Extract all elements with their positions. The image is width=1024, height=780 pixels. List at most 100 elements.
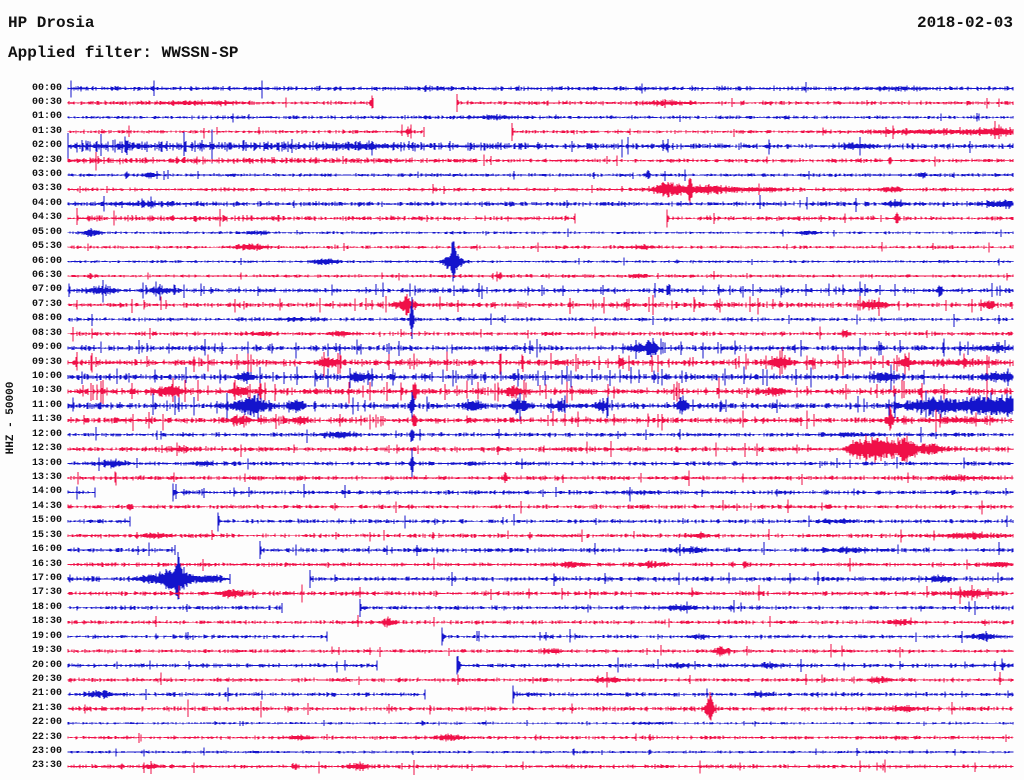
time-label: 12:30 [31,443,62,454]
trace-row-1130 [67,406,1014,434]
trace-row-1730 [67,584,1014,605]
trace-row-2300 [67,747,1014,757]
trace-row-0330 [67,177,1014,206]
time-label: 21:30 [31,703,62,714]
trace-row-0530 [67,241,1014,253]
trace-row-0830 [67,326,1014,342]
time-label: 14:30 [31,501,62,512]
time-label: 13:30 [31,472,62,483]
time-label: 10:30 [31,385,62,396]
trace-row-0100 [67,112,1014,123]
trace-row-0500 [67,227,1014,238]
trace-row-0300 [67,169,1014,182]
time-label: 04:30 [31,212,62,223]
trace-row-0800 [67,296,1014,339]
time-label: 23:00 [31,746,62,757]
time-label: 19:30 [31,645,62,656]
trace-row-1800 [67,598,1014,617]
time-label: 02:00 [31,140,62,151]
trace-row-1000 [67,364,1014,391]
trace-row-1100 [67,391,1014,422]
time-label: 22:00 [31,717,62,728]
time-label: 01:00 [31,111,62,122]
time-label: 05:30 [31,241,62,252]
time-label: 17:30 [31,587,62,598]
time-label: 06:00 [31,256,62,267]
trace-row-1030 [67,377,1014,404]
trace-row-1530 [67,529,1014,543]
trace-row-0900 [67,338,1014,359]
trace-row-2000 [67,656,1014,675]
time-label: 06:30 [31,270,62,281]
trace-row-1230 [67,435,1014,464]
trace-row-2330 [67,759,1014,776]
trace-row-2200 [67,720,1014,727]
trace-row-0200 [67,129,1014,164]
trace-row-1300 [67,448,1014,477]
trace-row-0600 [67,241,1014,282]
trace-row-2230 [67,733,1014,743]
time-label: 16:00 [31,544,62,555]
trace-row-1700 [67,551,1014,600]
time-label: 12:00 [31,429,62,440]
time-label: 19:00 [31,631,62,642]
trace-row-1600 [67,541,1014,560]
time-label: 15:30 [31,530,62,541]
trace-row-0230 [67,152,1014,171]
trace-row-1430 [67,499,1014,515]
time-label: 03:30 [31,183,62,194]
time-label: 18:00 [31,602,62,613]
trace-row-1200 [67,426,1014,443]
trace-row-1900 [67,627,1014,646]
trace-row-1400 [67,483,1014,502]
time-label: 14:00 [31,486,62,497]
time-label: 00:00 [31,83,62,94]
time-label: 05:00 [31,227,62,238]
time-label: 01:30 [31,126,62,137]
time-label: 09:00 [31,342,62,353]
trace-row-0630 [67,270,1014,282]
station-name: HP Drosia [8,14,95,32]
time-label: 11:00 [31,400,62,411]
time-label: 20:00 [31,660,62,671]
trace-row-0430 [67,208,1014,228]
time-label: 13:00 [31,458,62,469]
time-label: 07:30 [31,299,62,310]
trace-row-1330 [67,470,1014,486]
time-label: 02:30 [31,155,62,166]
time-label: 16:30 [31,559,62,570]
trace-row-2130 [67,691,1014,721]
time-label: 03:00 [31,169,62,180]
time-label: 18:30 [31,616,62,627]
trace-row-0030 [67,93,1014,112]
time-label: 22:30 [31,732,62,743]
trace-row-2100 [67,685,1014,704]
trace-row-0730 [67,293,1014,316]
time-label: 00:30 [31,97,62,108]
record-date: 2018-02-03 [916,14,1013,32]
time-label: 17:00 [31,573,62,584]
trace-row-0000 [67,80,1014,99]
time-label: 23:30 [31,760,62,771]
trace-row-2030 [67,671,1014,688]
trace-row-1500 [67,512,1014,532]
trace-row-0130 [67,121,1014,141]
time-label: 07:00 [31,284,62,295]
trace-row-1830 [67,615,1014,628]
time-label: 08:00 [31,313,62,324]
time-label: 11:30 [31,414,62,425]
filter-label: Applied filter: WWSSN-SP [8,44,239,62]
time-label: 08:30 [31,328,62,339]
time-label: 09:30 [31,357,62,368]
time-label: 04:00 [31,198,62,209]
trace-row-0400 [67,194,1014,212]
time-label: 20:30 [31,674,62,685]
time-label: 21:00 [31,688,62,699]
trace-row-1630 [67,557,1014,572]
time-label: 15:00 [31,515,62,526]
trace-row-0700 [67,279,1014,303]
time-label: 10:00 [31,371,62,382]
trace-row-0930 [67,347,1014,379]
